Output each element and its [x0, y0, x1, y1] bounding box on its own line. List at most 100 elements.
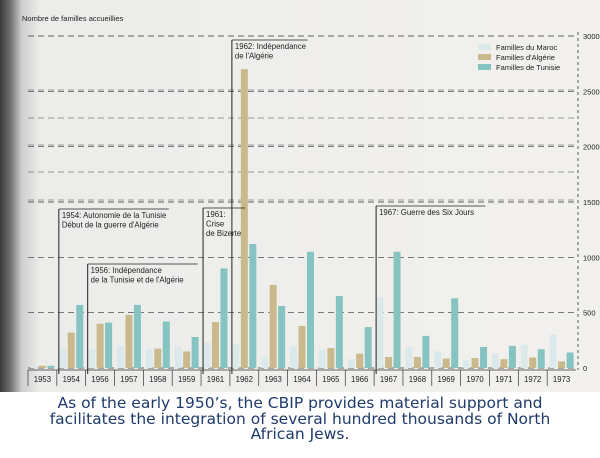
bar-1971-series-1	[491, 353, 499, 368]
bar-1962-series-1	[232, 344, 240, 368]
x-tick-label: 1965	[322, 375, 340, 384]
bar-1964-series-2	[298, 325, 306, 368]
y-axis-title: Nombre de familles accueillies	[22, 14, 124, 23]
bar-1972-series-3	[537, 349, 545, 368]
x-tick-labels: 1953 1954 1956 1957 1958 1959 1961 1962 1963 1964…	[27, 369, 576, 386]
annotation-text: Crise	[206, 220, 224, 229]
bar-1973-series-2	[558, 361, 566, 368]
bar-1963-series-2	[269, 285, 277, 368]
x-tick-label: 1959	[178, 375, 195, 384]
bar-1961-series-3	[220, 268, 228, 368]
bar-1956-series-3	[105, 322, 113, 368]
bars	[30, 69, 574, 368]
y-tick-label: 1000	[583, 253, 600, 262]
chart: Nombre de familles accueillies 1954: Aut…	[22, 14, 600, 386]
bar-1959-series-1	[174, 346, 182, 368]
bar-1965-series-1	[318, 349, 326, 368]
bar-1963-series-3	[278, 306, 286, 368]
bar-1967-series-2	[385, 356, 393, 368]
annotation-text: 1961:	[206, 210, 226, 219]
annotation-text: 1954: Autonomie de la Tunisie	[62, 211, 166, 220]
annotation-text: Début de la guerre d'Algérie	[62, 221, 159, 230]
x-tick-label: 1966	[351, 375, 368, 384]
bar-1962-series-2	[240, 69, 248, 368]
bar-1957-series-2	[125, 314, 133, 368]
bar-1964-series-1	[290, 346, 297, 368]
y-tick-label: 2000	[583, 143, 600, 152]
bar-1966-series-1	[347, 359, 355, 368]
bar-1972-series-1	[520, 344, 528, 368]
x-tick-label: 1964	[293, 375, 311, 384]
x-tick-label: 1969	[438, 375, 455, 384]
bar-1971-series-2	[500, 359, 508, 368]
bar-1964-series-3	[307, 251, 314, 368]
bar-1954-series-1	[59, 346, 67, 368]
bar-1970-series-3	[480, 346, 488, 368]
x-tick-label: 1971	[495, 375, 512, 384]
bar-1953-series-1	[30, 366, 38, 368]
bar-1965-series-3	[335, 296, 343, 368]
x-tick-label: 1961	[207, 375, 224, 384]
legend-swatch	[478, 54, 491, 60]
bar-1953-series-3	[47, 365, 55, 368]
x-tick-label: 1953	[34, 375, 51, 384]
annotation-text: 1956: Indépendance	[91, 266, 162, 275]
x-tick-label: 1963	[264, 375, 281, 384]
bar-1969-series-1	[434, 351, 442, 368]
x-tick-label: 1973	[553, 375, 570, 384]
bar-1973-series-3	[566, 352, 574, 368]
bar-1963-series-1	[261, 356, 269, 368]
x-tick-label: 1954	[63, 375, 81, 384]
y-tick-label: 2500	[583, 87, 600, 96]
bar-1957-series-1	[116, 345, 124, 368]
bar-1970-series-2	[471, 358, 479, 368]
caption: As of the early 1950’s, the CBIP provide…	[49, 394, 551, 443]
bar-1973-series-1	[549, 334, 557, 368]
bar-1972-series-2	[529, 357, 537, 368]
grid	[28, 32, 579, 370]
bar-1958-series-1	[145, 349, 153, 368]
x-tick-label: 1968	[409, 375, 426, 384]
bar-1959-series-2	[183, 351, 191, 368]
bar-1957-series-3	[133, 304, 141, 368]
bar-1961-series-2	[211, 322, 219, 368]
bar-1958-series-2	[154, 348, 162, 368]
bar-1968-series-2	[413, 356, 421, 368]
legend-label: Familles de Tunisie	[496, 63, 560, 72]
bar-1956-series-1	[88, 349, 96, 368]
annotation-text: de l'Algérie	[235, 52, 273, 61]
y-tick-label: 3000	[583, 32, 600, 41]
bar-1962-series-3	[249, 244, 257, 368]
x-tick-label: 1972	[524, 375, 541, 384]
legend-label: Familles d'Algérie	[496, 53, 555, 62]
bar-1956-series-2	[96, 323, 104, 368]
bar-1969-series-3	[451, 298, 459, 368]
legend-swatch	[478, 64, 491, 70]
bar-1965-series-2	[327, 348, 335, 368]
y-tick-label: 1500	[583, 198, 600, 207]
x-tick-label: 1962	[236, 375, 253, 384]
bar-1966-series-2	[356, 353, 364, 368]
x-tick-label: 1958	[149, 375, 166, 384]
x-tick-label: 1957	[120, 375, 137, 384]
x-tick-label: 1967	[380, 375, 397, 384]
legend-swatch	[478, 44, 491, 50]
annotation-text: 1962: Indépendance	[235, 42, 306, 51]
x-tick-label: 1956	[91, 375, 108, 384]
bar-1959-series-3	[191, 337, 199, 368]
bar-1954-series-2	[67, 332, 75, 368]
annotation-text: de Bizerte	[206, 229, 241, 238]
bar-1969-series-2	[442, 358, 450, 368]
bar-1966-series-3	[364, 327, 372, 368]
chart-photo: Nombre de familles accueillies 1954: Aut…	[0, 0, 600, 392]
x-tick-label: 1970	[466, 375, 484, 384]
legend-label: Familles du Maroc	[496, 43, 558, 52]
bar-1954-series-3	[76, 304, 84, 368]
bar-1971-series-3	[508, 345, 516, 368]
bar-1968-series-1	[405, 346, 413, 368]
bar-1968-series-3	[422, 335, 430, 368]
bar-1967-series-1	[376, 297, 384, 368]
